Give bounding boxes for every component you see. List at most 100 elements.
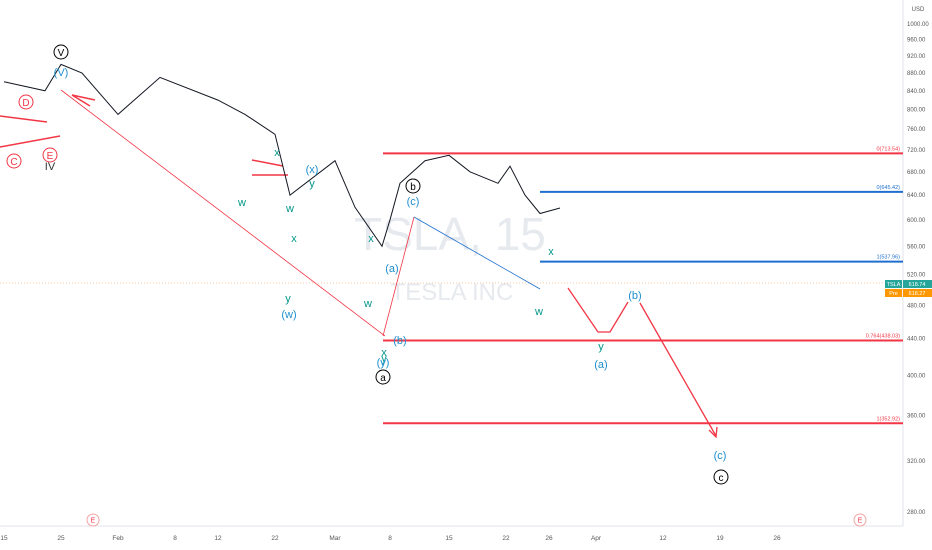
y-tick-label: 720.00 (907, 148, 926, 154)
x-tick-label: 12 (214, 535, 222, 542)
y-tick-label: 440.00 (907, 337, 926, 343)
price-tag-value: 618.27 (909, 291, 926, 297)
wave-label: y (285, 293, 291, 305)
price-series (3, 63, 561, 248)
y-tick-label: 640.00 (907, 193, 926, 199)
y-tick-label: 960.00 (907, 38, 926, 44)
wave-label: (y) (377, 357, 390, 369)
x-tick-label: 26 (545, 535, 553, 542)
wave-label-circle (405, 178, 421, 194)
y-tick-label: 1000.00 (907, 22, 929, 28)
wave-label: (a) (594, 359, 607, 371)
fib-level-label: 1(537.96) (876, 255, 900, 261)
y-tick-label: 280.00 (907, 510, 926, 516)
wave-label-circle (18, 94, 34, 110)
fib-levels: 0(713.54) 0(645.42) 1(537.96) 0.764(438.03)… (383, 146, 903, 425)
name-watermark: TESLA INC (391, 279, 514, 306)
wave-label: (c) (714, 450, 727, 462)
y-tick-label: 360.00 (907, 414, 926, 420)
x-tick-label: 22 (502, 535, 510, 542)
price-tag-badge (885, 289, 902, 297)
x-tick-label: 15 (445, 535, 453, 542)
y-tick-label: 600.00 (907, 218, 926, 224)
wave-label: (b) (628, 290, 641, 302)
fib-level-label: 0.764(438.03) (866, 333, 900, 339)
series-line (3, 63, 561, 248)
wave-label: a (380, 373, 386, 384)
y-tick-label: 800.00 (907, 108, 926, 114)
price-tag-value-bg (903, 280, 932, 288)
wave-label: w (237, 197, 246, 209)
x-tick-label: Feb (112, 535, 124, 542)
price-tag-symbol: Pre (889, 291, 898, 297)
event-marker-label: E (858, 518, 863, 525)
symbol-watermark: TSLA, 15 (354, 208, 546, 260)
wave-label-circle (53, 44, 69, 60)
wave-label: V (58, 48, 65, 59)
price-tag-value: 618.74 (909, 282, 926, 288)
y-axis: 1000.00 960.00 920.00 880.00 840.00 800.00 760… (907, 22, 929, 516)
wave-label: D (22, 98, 29, 109)
wave-label: (V) (54, 67, 69, 79)
wave-label: y (598, 341, 604, 353)
price-tag-badge (885, 280, 902, 288)
wave-label: (b) (393, 335, 406, 347)
trendlines (0, 89, 541, 337)
event-marker[interactable] (86, 513, 100, 527)
y-tick-label: 760.00 (907, 127, 926, 133)
wave-label: (x) (306, 164, 319, 176)
x-tick-label: 22 (271, 535, 279, 542)
y-tick-label: 400.00 (907, 373, 926, 379)
fib-level-label: 0(645.42) (876, 185, 900, 191)
wave-label: b (410, 182, 416, 193)
wave-label: x (548, 246, 554, 258)
wave-label-circle (42, 147, 58, 163)
x-axis: 15 25 Feb 8 12 22 Mar 8 15 22 26 Apr 12 19 26 (0, 535, 781, 542)
wave-label: (w) (281, 309, 296, 321)
wave-label: x (291, 233, 297, 245)
wave-label: w (534, 306, 543, 318)
wave-label: (c) (407, 196, 420, 208)
y-tick-label: 320.00 (907, 459, 926, 465)
currency-label: USD (912, 7, 925, 13)
event-marker[interactable] (853, 513, 867, 527)
x-tick-label: 19 (716, 535, 724, 542)
x-tick-label: Apr (591, 535, 602, 542)
wave-label: c (719, 473, 724, 484)
fib-level-label: 0(713.54) (876, 146, 900, 152)
wave-label: (a) (385, 263, 398, 275)
wave-label: y (381, 353, 387, 365)
x-tick-label: 25 (57, 535, 65, 542)
wave-label: x (274, 147, 280, 159)
wave-label: y (309, 178, 315, 190)
wave-label: x (368, 233, 374, 245)
wave-label: C (10, 157, 17, 168)
wave-label-circle (6, 153, 22, 169)
x-tick-label: 8 (173, 535, 177, 542)
wave-label: IV (45, 161, 56, 173)
projection-path (567, 287, 718, 439)
x-tick-label: 12 (659, 535, 667, 542)
wave-label: w (285, 203, 294, 215)
price-tag-value-bg (903, 289, 932, 297)
wave-label: E (47, 151, 54, 162)
y-tick-label: 880.00 (907, 71, 926, 77)
fib-level-label: 1(352.92) (876, 416, 900, 422)
wave-label: x (381, 347, 387, 359)
y-tick-label: 560.00 (907, 244, 926, 250)
wave-label: w (363, 298, 372, 310)
event-marker-label: E (91, 518, 96, 525)
x-tick-label: 15 (0, 535, 8, 542)
y-tick-label: 520.00 (907, 273, 926, 279)
x-tick-label: Mar (329, 535, 341, 542)
wave-label-circle (713, 469, 729, 485)
price-tags: TSLA 618.74 Pre 618.27 (885, 280, 932, 297)
y-tick-label: 840.00 (907, 89, 926, 95)
price-tag-symbol: TSLA (887, 282, 901, 288)
y-tick-label: 480.00 (907, 303, 926, 309)
x-tick-label: 8 (388, 535, 392, 542)
y-tick-label: 680.00 (907, 170, 926, 176)
